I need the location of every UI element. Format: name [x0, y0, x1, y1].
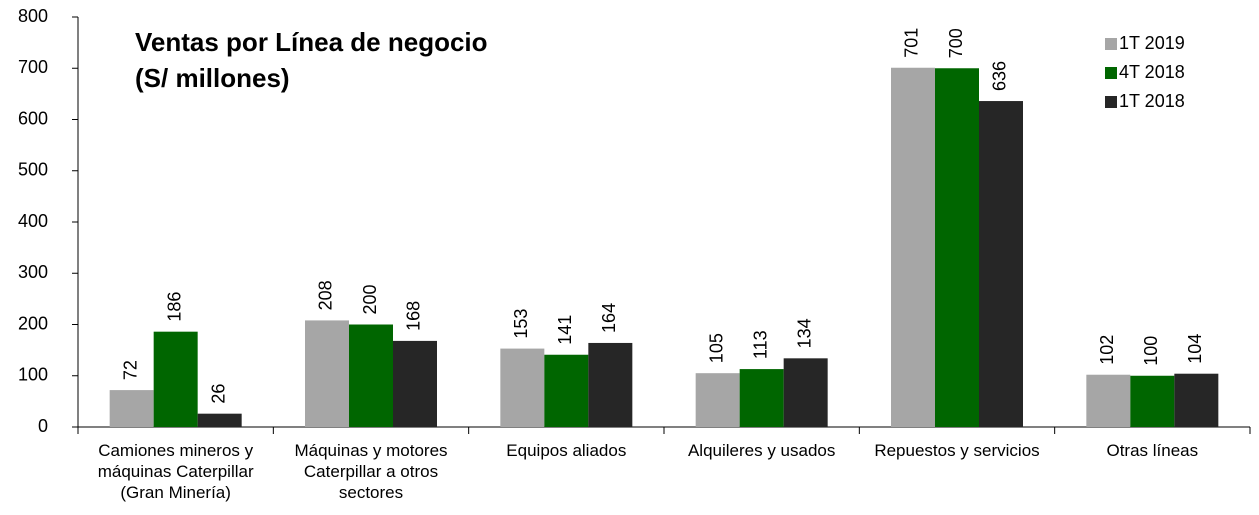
bar [500, 348, 545, 427]
y-tick-label: 300 [18, 262, 48, 282]
bar [1130, 375, 1175, 427]
x-tick-label: Otras líneas [1106, 441, 1199, 460]
bar [153, 331, 198, 427]
data-label: 113 [750, 330, 770, 359]
data-label: 72 [120, 360, 140, 380]
y-tick-label: 400 [18, 211, 48, 231]
bar [935, 68, 979, 427]
bar [197, 413, 242, 427]
bar [544, 354, 589, 427]
x-tick-label: Alquileres y usados [687, 441, 836, 460]
legend-label: 4T 2018 [1119, 62, 1185, 82]
bar [1174, 373, 1219, 427]
y-tick-label: 600 [18, 108, 48, 128]
data-label: 105 [706, 333, 726, 363]
chart-title: Ventas por Línea de negocio [135, 27, 488, 57]
data-label: 200 [360, 284, 380, 314]
bar [739, 369, 784, 427]
data-label: 104 [1185, 334, 1205, 364]
bar [588, 342, 633, 427]
legend-swatch [1105, 67, 1117, 79]
legend-label: 1T 2019 [1119, 33, 1185, 53]
data-label: 141 [555, 315, 575, 345]
data-label: 164 [599, 303, 619, 333]
bar [1086, 374, 1131, 427]
legend-swatch [1105, 96, 1117, 108]
legend-swatch [1105, 38, 1117, 50]
chart-subtitle: (S/ millones) [135, 63, 290, 93]
legend-label: 1T 2018 [1119, 91, 1185, 111]
bar [891, 67, 935, 428]
data-label: 134 [794, 318, 814, 348]
x-tick-label: Camiones mineros y máquinas Caterpillar … [97, 441, 254, 502]
bar [783, 358, 828, 427]
data-label: 208 [316, 280, 336, 310]
data-label: 700 [946, 28, 966, 58]
data-label: 153 [511, 309, 531, 339]
bar [109, 390, 154, 427]
x-tick-label: Repuestos y servicios [874, 441, 1040, 460]
x-tick-label: Máquinas y motores Caterpillar a otros s… [294, 441, 448, 502]
data-label: 100 [1141, 336, 1161, 366]
y-tick-label: 700 [18, 57, 48, 77]
y-tick-label: 100 [18, 365, 48, 385]
data-label: 636 [990, 61, 1010, 91]
data-label: 168 [404, 301, 424, 331]
bar [393, 340, 437, 427]
y-tick-label: 200 [18, 313, 48, 333]
bar [305, 320, 349, 427]
y-tick-label: 500 [18, 160, 48, 180]
x-tick-label: Equipos aliados [506, 441, 627, 460]
y-tick-label: 0 [38, 416, 48, 436]
bar [695, 373, 740, 427]
data-label: 26 [208, 384, 228, 404]
data-label: 102 [1097, 335, 1117, 365]
bar [979, 101, 1023, 428]
data-label: 186 [164, 292, 184, 322]
y-tick-label: 800 [18, 6, 48, 26]
data-label: 701 [902, 28, 922, 58]
bar [349, 324, 393, 427]
